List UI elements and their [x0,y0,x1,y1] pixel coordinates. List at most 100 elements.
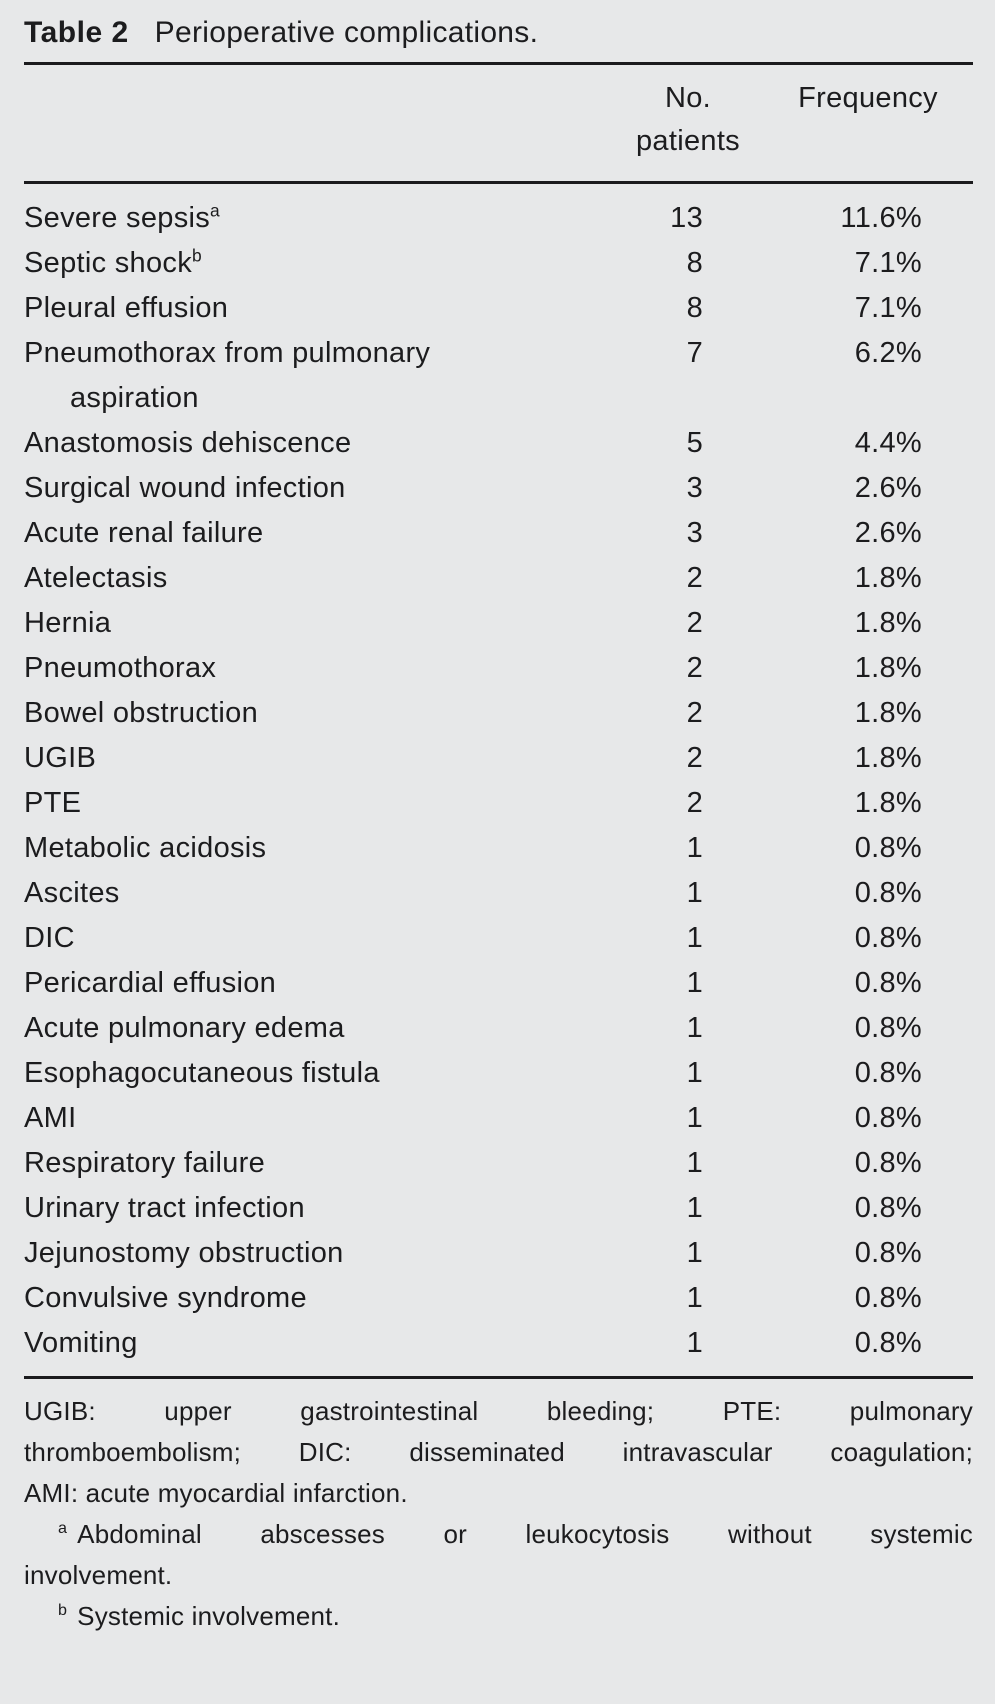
table-body: Severe sepsisa 13 11.6% Septic shockb 8 … [24,184,973,1376]
footnote-abbrev-line3: AMI: acute myocardial infarction. [24,1478,408,1508]
table-row: Vomiting 1 0.8% [24,1321,973,1366]
table-row: Surgical wound infection 3 2.6% [24,466,973,511]
footnote-a-text: Abdominal abscesses or leukocytosis with… [77,1519,973,1549]
frequency-value: 7.1% [854,292,922,324]
table-row: Esophagocutaneous fistula 1 0.8% [24,1051,973,1096]
patients-count: 1 [686,877,703,909]
complication-name: Respiratory failure [24,1141,613,1186]
footnote-b-marker: b [58,1601,68,1620]
complication-name: PTE [24,781,613,826]
table-row: Urinary tract infection 1 0.8% [24,1186,973,1231]
patients-count: 7 [686,337,703,369]
complication-label: Atelectasis [24,562,168,594]
table-row: Pneumothorax 2 1.8% [24,646,973,691]
complication-name: Surgical wound infection [24,466,613,511]
footnote-abbrev-line1: UGIB: upper gastrointestinal bleeding; P… [24,1396,973,1426]
frequency-value: 4.4% [854,427,922,459]
column-header-row: No. patients Frequency [24,65,973,181]
complication-label: Jejunostomy obstruction [24,1237,344,1269]
table-title: Perioperative complications. [154,16,539,49]
footnote-abbrev-line2: thromboembolism; DIC: disseminated intra… [24,1437,973,1467]
patients-count: 2 [686,742,703,774]
frequency-value: 2.6% [854,472,922,504]
table-row: DIC 1 0.8% [24,916,973,961]
complication-name: Hernia [24,601,613,646]
frequency-value: 0.8% [854,1012,922,1044]
footnote-marker: b [192,245,202,266]
header-rule [24,181,973,184]
footnote-b: b Systemic involvement. [24,1596,973,1637]
frequency-value: 1.8% [854,607,922,639]
footnote-a-marker: a [58,1519,68,1538]
complication-name: Urinary tract infection [24,1186,613,1231]
complication-name: Anastomosis dehiscence [24,421,613,466]
frequency-value: 11.6% [840,202,922,234]
complication-name-line2: aspiration [70,382,199,414]
patients-count: 2 [686,652,703,684]
patients-count: 1 [686,967,703,999]
patients-count: 2 [686,787,703,819]
table-row: Convulsive syndrome 1 0.8% [24,1276,973,1321]
table-row: Pericardial effusion 1 0.8% [24,961,973,1006]
footnotes: UGIB: upper gastrointestinal bleeding; P… [24,1379,973,1637]
complication-name: Pleural effusion [24,286,613,331]
patients-count: 8 [686,247,703,279]
complication-name: Convulsive syndrome [24,1276,613,1321]
complication-label: Pneumothorax from pulmonary [24,337,431,369]
table-row: Septic shockb 8 7.1% [24,241,973,286]
patients-count: 1 [686,1012,703,1044]
patients-count: 1 [686,1147,703,1179]
footnote-a-line2: involvement. [24,1560,173,1590]
table-row: Anastomosis dehiscence 5 4.4% [24,421,973,466]
complication-name: Severe sepsisa [24,196,613,241]
complication-label: Urinary tract infection [24,1192,305,1224]
patients-count: 1 [686,1327,703,1359]
table-row: Pleural effusion 8 7.1% [24,286,973,331]
table-row: Pneumothorax from pulmonary aspiration 7 … [24,331,973,421]
complication-label: Esophagocutaneous fistula [24,1057,380,1089]
patients-count: 1 [686,832,703,864]
complication-name: Acute renal failure [24,511,613,556]
col-header-frequency: Frequency [798,82,938,114]
complication-name: Ascites [24,871,613,916]
top-rule [24,62,973,65]
patients-count: 8 [686,292,703,324]
frequency-value: 6.2% [854,337,922,369]
complication-name: Jejunostomy obstruction [24,1231,613,1276]
complication-label: Severe sepsis [24,202,211,234]
frequency-value: 0.8% [854,1327,922,1359]
table-row: Severe sepsisa 13 11.6% [24,196,973,241]
complication-label: UGIB [24,742,97,774]
frequency-value: 0.8% [854,1282,922,1314]
frequency-value: 1.8% [854,562,922,594]
table-caption: Table 2 Perioperative complications. [24,0,973,62]
complication-label: Hernia [24,607,112,639]
frequency-value: 0.8% [854,877,922,909]
complication-name: Pneumothorax from pulmonary aspiration [24,331,613,421]
frequency-value: 1.8% [854,742,922,774]
patients-count: 1 [686,1057,703,1089]
table-row: Metabolic acidosis 1 0.8% [24,826,973,871]
complication-name: Pericardial effusion [24,961,613,1006]
complication-name: Atelectasis [24,556,613,601]
table-row: AMI 1 0.8% [24,1096,973,1141]
col-header-no-line1: No. [664,82,712,114]
complication-name: AMI [24,1096,613,1141]
table-row: Acute pulmonary edema 1 0.8% [24,1006,973,1051]
table-row: UGIB 2 1.8% [24,736,973,781]
complication-label: Respiratory failure [24,1147,266,1179]
complication-label: Vomiting [24,1327,138,1359]
complication-label: PTE [24,787,82,819]
complication-name: Pneumothorax [24,646,613,691]
frequency-value: 0.8% [854,1237,922,1269]
patients-count: 1 [686,1192,703,1224]
col-header-no-patients: No. patients [613,77,763,163]
complication-label: Metabolic acidosis [24,832,267,864]
frequency-value: 1.8% [854,652,922,684]
complication-label: Convulsive syndrome [24,1282,307,1314]
complication-name: UGIB [24,736,613,781]
frequency-value: 2.6% [854,517,922,549]
table-label: Table 2 [24,16,129,49]
footnote-a-line1: a Abdominal abscesses or leukocytosis wit… [24,1514,973,1555]
